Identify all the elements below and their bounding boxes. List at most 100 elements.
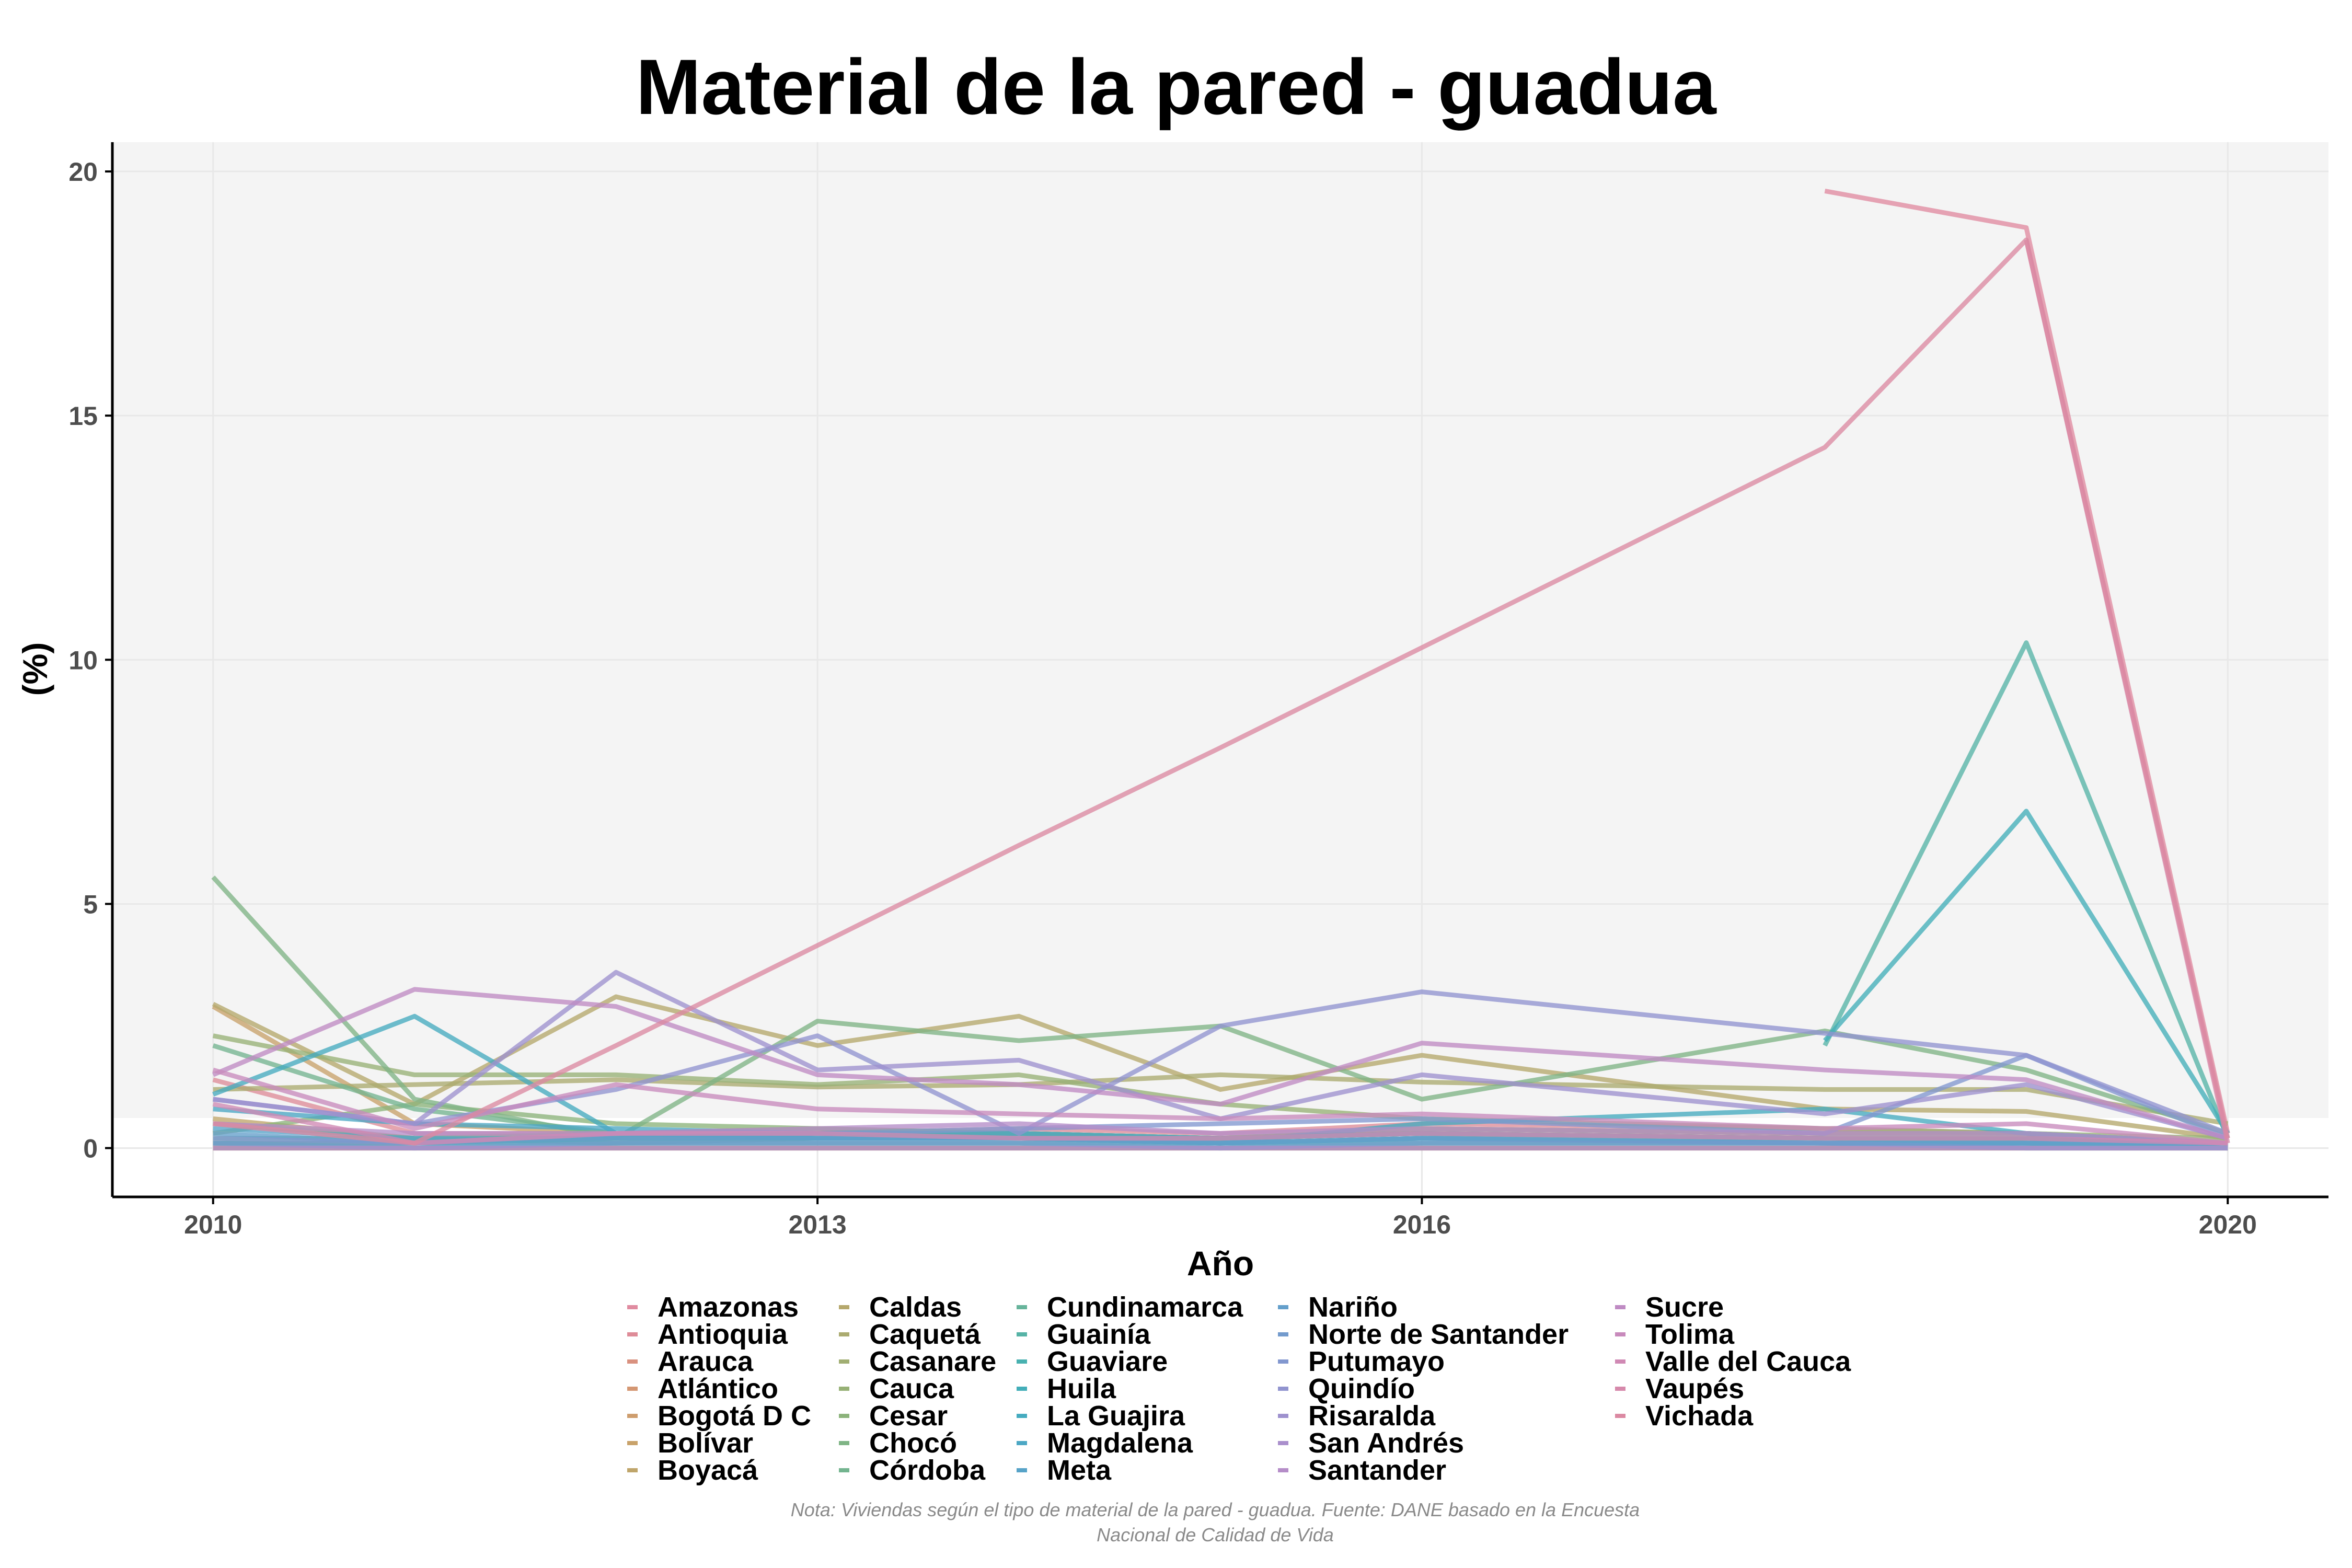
legend-label: Guaviare [1047,1346,1168,1377]
legend-item: Guainía [1017,1319,1243,1350]
series-line-valle-del-cauca [212,1102,2228,1146]
legend-swatch [1017,1332,1027,1336]
y-tick-label: 0 [83,1134,98,1163]
source-note: Nota: Viviendas según el tipo de materia… [627,1497,1803,1548]
legend-swatch [1017,1414,1027,1418]
legend-label: Cesar [869,1400,948,1432]
legend-item: Chocó [839,1427,996,1459]
legend-item: Caldas [839,1292,996,1323]
legend-label: Chocó [869,1427,957,1459]
legend-item: Amazonas [627,1292,811,1323]
legend-swatch [1278,1441,1288,1445]
note-line-1: Nota: Viviendas según el tipo de materia… [790,1499,1640,1520]
y-tick-label: 20 [68,157,98,187]
series-line-chocó [211,875,2229,1141]
series-line-santander [213,1121,2228,1146]
legend-label: Caquetá [869,1319,981,1350]
legend-swatch [627,1332,638,1336]
legend-item: Santander [1278,1455,1569,1486]
legend-column: Amazonas Antioquia Arauca Atlántico Bogotá D… [627,1292,811,1486]
axes [111,142,2328,1198]
x-tick-label: 2010 [184,1210,242,1239]
legend-label: La Guajira [1047,1400,1185,1432]
legend-swatch [1278,1414,1288,1418]
legend-item: Arauca [627,1346,811,1377]
series-line-nariño [213,1131,2228,1146]
legend-label: Huila [1047,1373,1116,1404]
legend-swatch [839,1441,849,1445]
legend-label: Vichada [1645,1400,1754,1432]
legend-item: Nariño [1278,1292,1569,1323]
tick-labels: 0 5 10 15 20 2010 2013 2016 2020 [68,157,2257,1239]
y-tick-label: 5 [83,890,98,919]
legend-label: Quindío [1308,1373,1415,1404]
legend-label: Cauca [869,1373,954,1404]
legend-swatch [627,1468,638,1472]
legend-swatch [1615,1387,1625,1391]
legend-item: Risaralda [1278,1400,1569,1432]
legend-item: La Guajira [1017,1400,1243,1432]
legend-item: Bolívar [627,1427,811,1459]
legend-item: Norte de Santander [1278,1319,1569,1350]
legend-swatch [627,1359,638,1364]
x-tick-label: 2016 [1393,1210,1451,1239]
legend-item: Cundinamarca [1017,1292,1243,1323]
legend-item: Cauca [839,1373,996,1404]
x-tick-label: 2020 [2199,1210,2257,1239]
legend-label: Bogotá D C [658,1400,811,1432]
y-tick-label: 15 [68,401,98,431]
legend-label: Norte de Santander [1308,1319,1569,1350]
legend-label: Casanare [869,1346,997,1377]
series-line-norte-de-santander [213,1140,2228,1151]
plot-background [112,142,2328,1118]
series-line-sucre [212,987,2229,1141]
legend-item: Sucre [1615,1292,1851,1323]
legend-swatch [627,1414,638,1418]
legend-label: Atlántico [658,1373,779,1404]
legend-swatch [1615,1332,1625,1336]
legend-swatch [839,1468,849,1472]
legend-swatch [627,1387,638,1391]
x-axis-label: Año [1187,1244,1254,1283]
legend-swatch [1615,1305,1625,1309]
legend-label: Sucre [1645,1292,1724,1323]
x-tick-label: 2013 [788,1210,846,1239]
legend-item: San Andrés [1278,1427,1569,1459]
legend-swatch [627,1441,638,1445]
legend-label: San Andrés [1308,1427,1465,1459]
legend-item: Meta [1017,1455,1243,1486]
legend-label: Valle del Cauca [1645,1346,1851,1377]
legend-label: Bolívar [658,1427,754,1459]
series-lines [211,188,2230,1151]
legend-item: Cesar [839,1400,996,1432]
series-line-tolima [212,1067,2228,1146]
legend-label: Boyacá [658,1455,758,1486]
y-tick-label: 10 [68,645,98,675]
note-line-2: Nacional de Calidad de Vida [1097,1524,1334,1546]
legend-swatch [1278,1359,1288,1364]
legend-item: Córdoba [839,1455,996,1486]
legend-item: Huila [1017,1373,1243,1404]
legend-swatch [839,1387,849,1391]
legend-label: Arauca [658,1346,754,1377]
legend-label: Amazonas [658,1292,799,1323]
legend-item: Quindío [1278,1373,1569,1404]
legend-item: Putumayo [1278,1346,1569,1377]
legend: Amazonas Antioquia Arauca Atlántico Bogotá D… [627,1292,1882,1513]
legend-item: Antioquia [627,1319,811,1350]
legend-item: Valle del Cauca [1615,1346,1851,1377]
legend-label: Meta [1047,1455,1112,1486]
legend-item: Bogotá D C [627,1400,811,1432]
series-line-risaralda [213,970,2229,1141]
legend-label: Antioquia [658,1319,788,1350]
legend-swatch [839,1305,849,1309]
legend-swatch [839,1414,849,1418]
legend-swatch [1017,1305,1027,1309]
legend-swatch [1017,1441,1027,1445]
legend-label: Córdoba [869,1455,985,1486]
legend-swatch [1278,1468,1288,1472]
legend-label: Caldas [869,1292,962,1323]
legend-column: Caldas Caquetá Casanare Cauca Cesar Chocó Córd… [839,1292,997,1486]
legend-swatch [1017,1387,1027,1391]
legend-label: Cundinamarca [1047,1292,1243,1323]
